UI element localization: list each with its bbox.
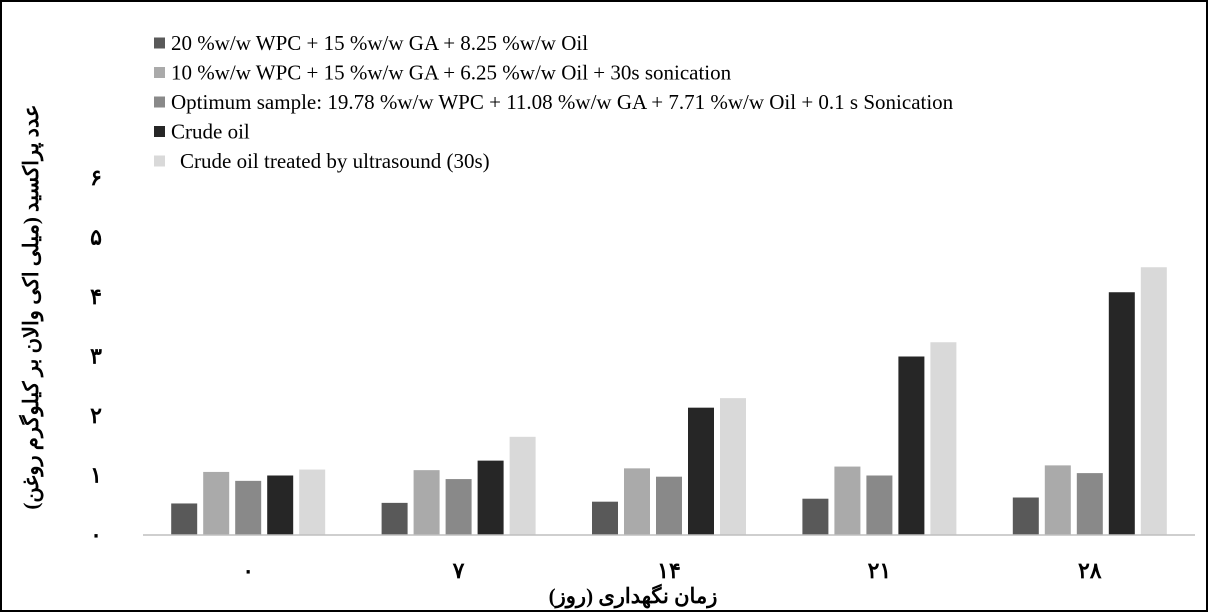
bar-series5-4 xyxy=(1140,267,1167,535)
x-axis-title: زمان نگهداری (روز) xyxy=(549,583,718,609)
y-tick-label: ۳ xyxy=(90,344,102,369)
bar-series5-1 xyxy=(509,436,536,535)
legend-swatch-3 xyxy=(154,96,165,108)
bar-series4-4 xyxy=(1108,292,1135,535)
bar-series1-4 xyxy=(1012,497,1039,535)
y-tick-label: ۰ xyxy=(90,522,102,547)
y-tick-label: ۴ xyxy=(90,284,102,309)
legend-swatch-5 xyxy=(154,155,165,167)
bar-series4-1 xyxy=(477,460,504,535)
bar-series2-0 xyxy=(203,471,230,535)
bar-series1-1 xyxy=(381,502,408,535)
legend-label-2: 10 %w/w WPC + 15 %w/w GA + 6.25 %w/w Oil… xyxy=(171,61,732,85)
bar-series3-1 xyxy=(445,479,472,535)
bar-series4-2 xyxy=(688,407,714,535)
bar-series3-4 xyxy=(1076,473,1103,535)
bar-series5-2 xyxy=(720,398,746,535)
bar-series1-2 xyxy=(592,501,618,535)
bar-series3-3 xyxy=(866,475,893,535)
y-tick-label: ۶ xyxy=(90,165,102,190)
bar-series4-0 xyxy=(267,475,294,535)
bar-series1-0 xyxy=(171,503,198,535)
legend-swatch-4 xyxy=(154,126,165,137)
legend-label-1: 20 %w/w WPC + 15 %w/w GA + 8.25 %w/w Oil xyxy=(171,31,588,55)
plot-area: ۰ ۷ ۱۴ ۲۱ ۲۸ ۰ ۱ ۲ ۳ ۴ ۵ ۶ xyxy=(90,165,1195,583)
legend-label-3: Optimum sample: 19.78 %w/w WPC + 11.08 %… xyxy=(171,90,954,114)
x-tick-label: ۲۸ xyxy=(1078,558,1102,583)
bar-series1-3 xyxy=(802,498,829,535)
y-tick-label: ۱ xyxy=(90,463,102,488)
y-axis-title: عدد پراکسید (میلی اکی والان بر کیلوگرم ر… xyxy=(18,104,44,509)
bar-series3-2 xyxy=(656,476,682,535)
y-tick-label: ۲ xyxy=(90,403,102,428)
x-tick-label: ۱۴ xyxy=(657,558,681,583)
legend: 20 %w/w WPC + 15 %w/w GA + 8.25 %w/w Oil… xyxy=(154,31,954,173)
bar-series2-3 xyxy=(834,466,861,535)
bar-series5-0 xyxy=(299,469,326,535)
legend-label-5: Crude oil treated by ultrasound (30s) xyxy=(180,149,490,173)
bar-series4-3 xyxy=(898,356,925,535)
x-tick-label: ۲۱ xyxy=(868,558,892,583)
bar-series2-1 xyxy=(413,470,440,535)
legend-label-4: Crude oil xyxy=(171,120,250,144)
bar-series2-4 xyxy=(1044,465,1071,535)
bar-series2-2 xyxy=(624,468,650,535)
x-tick-label: ۷ xyxy=(452,558,465,583)
y-tick-label: ۵ xyxy=(90,225,102,250)
bar-series3-0 xyxy=(235,480,262,535)
x-tick-label: ۰ xyxy=(242,558,254,583)
bar-series5-3 xyxy=(930,342,957,535)
legend-swatch-1 xyxy=(154,37,165,49)
legend-swatch-2 xyxy=(154,67,165,78)
